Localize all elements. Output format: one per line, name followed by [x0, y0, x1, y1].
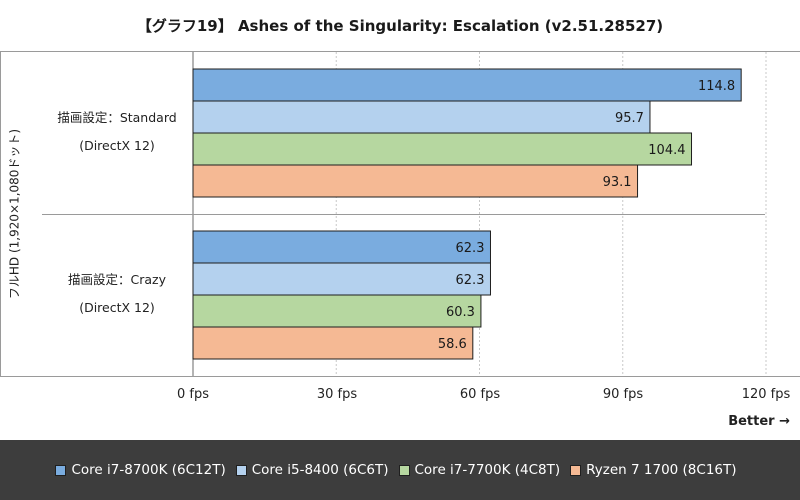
bar-label-series2-cat0: 104.4 — [648, 143, 685, 158]
legend-item-i7-7700k: Core i7-7700K (4C8T) — [398, 462, 561, 478]
legend-label-i5-8400: Core i5-8400 (6C6T) — [251, 462, 389, 478]
bar-series2-cat1 — [192, 294, 482, 328]
legend: Core i7-8700K (6C12T) Core i5-8400 (6C6T… — [0, 440, 800, 500]
legend-item-i7-8700k: Core i7-8700K (6C12T) — [55, 462, 226, 478]
legend-label-i7-7700k: Core i7-7700K (4C8T) — [414, 462, 561, 478]
bar-series1-cat1 — [192, 262, 491, 296]
bar-series0-cat1 — [192, 230, 491, 264]
title-bar: 【グラフ19】 Ashes of the Singularity: Escala… — [0, 0, 800, 52]
category-label-standard-line2: (DirectX 12) — [79, 138, 155, 153]
bar-label-series3-cat1: 58.6 — [438, 337, 467, 352]
better-annotation: Better → — [728, 414, 790, 429]
bar-label-series2-cat1: 60.3 — [446, 305, 475, 320]
x-tick-60: 60 fps — [459, 387, 501, 402]
category-label-crazy-line1: 描画設定：Crazy — [68, 272, 166, 287]
bar-label-series0-cat1: 62.3 — [456, 241, 485, 256]
y-axis-label: フルHD (1,920×1,080ドット) — [7, 128, 22, 300]
legend-label-i7-8700k: Core i7-8700K (6C12T) — [71, 462, 226, 478]
category-label-crazy: 描画設定：Crazy (DirectX 12) — [42, 266, 192, 322]
legend-swatch-i7-7700k — [398, 464, 410, 476]
plot-left-border — [0, 52, 1, 377]
bar-series1-cat0 — [192, 100, 651, 134]
bar-label-series3-cat0: 93.1 — [603, 175, 632, 190]
bar-series3-cat1 — [192, 326, 474, 360]
chart-title: 【グラフ19】 Ashes of the Singularity: Escala… — [136, 17, 664, 35]
category-label-crazy-line2: (DirectX 12) — [79, 300, 155, 315]
bar-series3-cat0 — [192, 164, 639, 198]
x-axis-line — [0, 376, 800, 377]
legend-swatch-i5-8400 — [235, 464, 247, 476]
bar-series0-cat0 — [192, 68, 742, 102]
plot-area: 114.8 62.3 95.7 62.3 104.4 60.3 93.1 58.6 — [192, 52, 767, 376]
legend-swatch-ryzen-1700 — [570, 464, 582, 476]
category-label-standard-line1: 描画設定：Standard — [57, 110, 177, 125]
legend-label-ryzen-1700: Ryzen 7 1700 (8C16T) — [586, 462, 737, 478]
bar-label-series0-cat0: 114.8 — [698, 79, 735, 94]
legend-item-i5-8400: Core i5-8400 (6C6T) — [235, 462, 389, 478]
x-tick-120: 120 fps — [741, 387, 791, 402]
category-divider — [42, 214, 765, 215]
legend-swatch-i7-8700k — [55, 464, 67, 476]
x-tick-30: 30 fps — [316, 387, 358, 402]
bar-series2-cat0 — [192, 132, 693, 166]
bar-label-series1-cat1: 62.3 — [456, 273, 485, 288]
category-label-standard: 描画設定：Standard (DirectX 12) — [42, 104, 192, 160]
x-tick-90: 90 fps — [602, 387, 644, 402]
x-tick-0: 0 fps — [176, 387, 210, 402]
legend-item-ryzen-1700: Ryzen 7 1700 (8C16T) — [570, 462, 737, 478]
bar-label-series1-cat0: 95.7 — [615, 111, 644, 126]
